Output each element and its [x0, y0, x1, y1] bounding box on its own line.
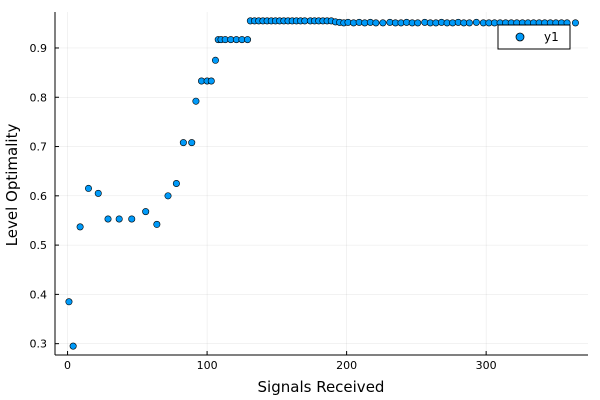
data-point — [70, 343, 76, 349]
data-point — [572, 20, 578, 26]
data-point — [95, 190, 101, 196]
data-point — [173, 180, 179, 186]
y-tick-label: 0.6 — [30, 190, 48, 203]
data-point — [244, 36, 250, 42]
x-tick-label: 300 — [476, 359, 497, 372]
axes — [55, 12, 588, 355]
legend-box — [498, 25, 570, 49]
data-point — [116, 216, 122, 222]
x-tick-label: 100 — [197, 359, 218, 372]
data-point — [373, 20, 379, 26]
data-point — [165, 193, 171, 199]
data-point — [189, 139, 195, 145]
grid — [55, 12, 588, 355]
legend: y1 — [498, 25, 570, 49]
y-tick-label: 0.8 — [30, 91, 48, 104]
data-point — [142, 208, 148, 214]
data-point — [193, 98, 199, 104]
x-tick-label: 0 — [64, 359, 71, 372]
data-point — [129, 216, 135, 222]
x-axis-label: Signals Received — [258, 378, 385, 396]
data-points — [66, 18, 579, 350]
data-point — [466, 20, 472, 26]
legend-label: y1 — [544, 30, 559, 44]
data-point — [415, 20, 421, 26]
data-point — [180, 139, 186, 145]
data-point — [154, 221, 160, 227]
y-axis-label: Level Optimality — [3, 124, 21, 247]
y-tick-label: 0.3 — [30, 338, 48, 351]
y-tick-label: 0.5 — [30, 239, 48, 252]
data-point — [380, 20, 386, 26]
data-point — [105, 216, 111, 222]
y-tick-label: 0.4 — [30, 288, 48, 301]
x-tick-label: 200 — [336, 359, 357, 372]
data-point — [77, 224, 83, 230]
data-point — [85, 185, 91, 191]
data-point — [212, 57, 218, 63]
tick-labels: 0 100 200 300 0.3 0.4 0.5 0.6 0.7 0.8 0.9 — [30, 42, 497, 372]
data-point — [66, 299, 72, 305]
legend-marker — [516, 33, 524, 41]
y-tick-label: 0.9 — [30, 42, 48, 55]
data-point — [208, 78, 214, 84]
data-point — [473, 19, 479, 25]
y-tick-label: 0.7 — [30, 141, 48, 154]
